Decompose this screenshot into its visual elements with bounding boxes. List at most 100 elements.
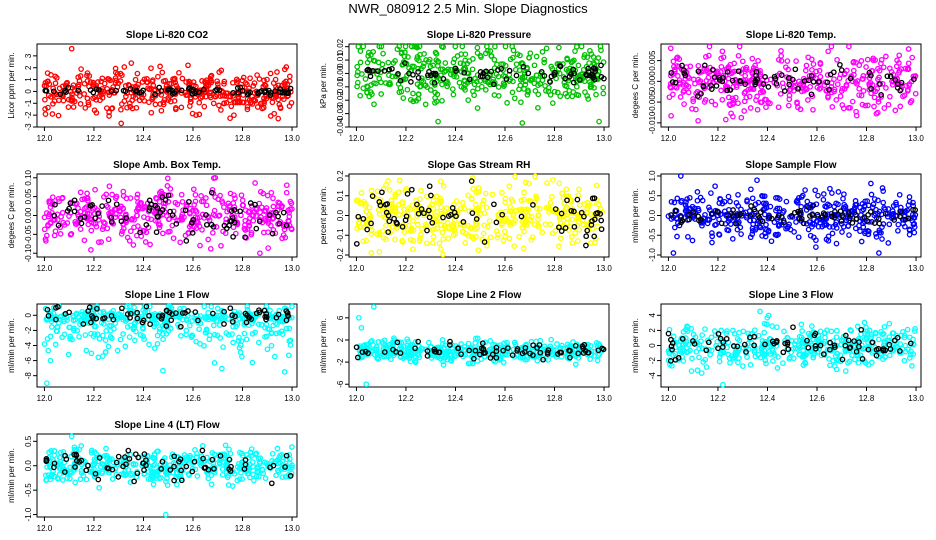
data-point	[378, 91, 385, 97]
data-point	[67, 200, 74, 207]
data-point	[247, 215, 253, 221]
data-point	[886, 352, 893, 359]
data-point	[368, 220, 374, 227]
data-point	[156, 224, 163, 231]
data-point	[722, 116, 729, 123]
data-point	[397, 84, 404, 91]
x-tick-label: 12.6	[185, 134, 201, 143]
data-point	[268, 342, 275, 349]
y-tick-label: 0.00	[336, 65, 345, 81]
y-tick-label: 0.000	[648, 71, 657, 92]
y-tick-label: -6	[336, 380, 345, 388]
data-point	[808, 323, 815, 329]
data-point	[420, 63, 427, 70]
data-point	[106, 183, 113, 190]
data-point	[52, 341, 59, 348]
data-point	[385, 229, 392, 235]
data-point	[263, 95, 270, 102]
data-point	[551, 72, 558, 78]
data-point	[799, 192, 806, 199]
data-point	[138, 199, 144, 206]
series-selected	[668, 61, 917, 99]
data-point	[157, 63, 163, 70]
data-point	[357, 224, 363, 230]
data-point	[524, 64, 530, 71]
data-point	[879, 185, 886, 191]
data-point	[202, 78, 208, 85]
data-point	[570, 89, 577, 95]
data-point	[417, 235, 423, 241]
data-point	[45, 347, 52, 354]
data-point	[689, 237, 696, 244]
data-point	[512, 173, 518, 180]
data-point	[460, 219, 467, 225]
data-point	[355, 197, 362, 204]
data-point	[440, 236, 447, 242]
data-point	[364, 226, 371, 233]
data-point	[450, 59, 457, 66]
data-point	[521, 189, 527, 196]
data-point	[108, 218, 115, 225]
data-point	[251, 80, 258, 86]
data-point	[512, 66, 519, 73]
data-point	[154, 340, 161, 347]
data-point	[666, 94, 673, 101]
data-point	[281, 66, 288, 73]
data-point	[141, 214, 147, 220]
data-point	[804, 198, 811, 205]
data-point	[528, 76, 535, 83]
data-point	[856, 92, 862, 98]
data-point	[889, 81, 896, 88]
data-point	[219, 365, 225, 372]
data-point	[881, 105, 888, 111]
data-point	[416, 43, 423, 50]
data-point	[220, 344, 226, 350]
data-point	[137, 227, 144, 233]
data-point	[537, 337, 544, 344]
x-tick-label: 12.0	[37, 524, 53, 533]
data-point	[701, 99, 708, 105]
data-point	[392, 236, 398, 243]
data-point	[580, 217, 586, 223]
data-point	[375, 68, 381, 74]
data-point	[478, 83, 485, 90]
data-point	[357, 48, 364, 54]
data-point	[277, 105, 284, 112]
data-point	[471, 92, 477, 99]
data-point	[587, 240, 594, 246]
data-point	[667, 45, 674, 52]
data-point	[879, 80, 886, 87]
data-point	[774, 324, 780, 331]
data-point	[585, 96, 592, 102]
plot-frame	[660, 43, 922, 128]
data-point	[845, 223, 852, 229]
data-point	[92, 215, 99, 222]
data-point	[164, 175, 171, 182]
data-point	[401, 206, 407, 213]
data-point	[274, 445, 281, 452]
data-point	[453, 198, 460, 204]
data-point	[584, 205, 591, 212]
x-tick-label: 12.4	[448, 134, 464, 143]
data-point-outlier	[757, 308, 763, 315]
data-point	[364, 67, 371, 74]
data-point	[826, 356, 832, 362]
y-axis-label: kPa per min.	[319, 63, 328, 108]
data-point	[194, 473, 201, 479]
data-point	[286, 103, 293, 109]
data-point	[727, 198, 733, 205]
data-point	[120, 331, 126, 337]
data-point	[747, 105, 754, 111]
data-point	[70, 82, 77, 89]
data-point	[896, 52, 903, 59]
data-point	[824, 72, 831, 78]
data-point	[262, 475, 269, 482]
data-point	[271, 353, 278, 360]
data-point	[868, 85, 874, 92]
data-point	[810, 61, 817, 67]
data-point	[724, 69, 731, 75]
data-point	[229, 214, 236, 221]
data-point	[729, 77, 736, 84]
data-point	[120, 205, 127, 212]
data-point	[906, 81, 913, 87]
